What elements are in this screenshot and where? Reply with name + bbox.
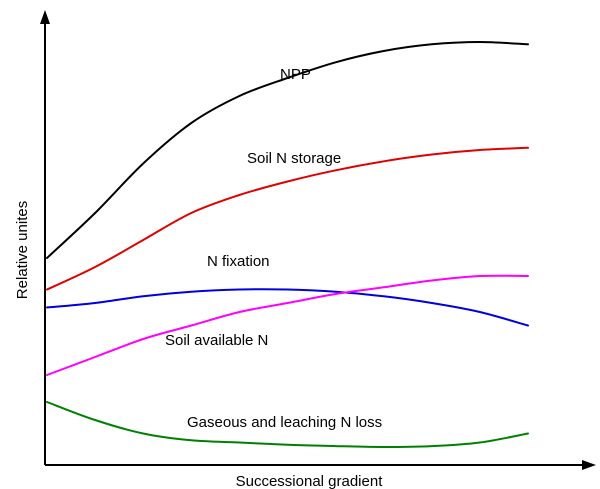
y-axis-label: Relative unites [14, 201, 31, 299]
series-label-npp: NPP [280, 66, 311, 83]
series-line-soil-available-n [46, 274, 529, 376]
series-layer [46, 41, 529, 448]
series-label-gaseous-leaching-n-loss: Gaseous and leaching N loss [187, 414, 382, 431]
y-axis-arrowhead [40, 10, 50, 24]
series-label-soil-available-n: Soil available N [165, 332, 268, 349]
series-line-npp [46, 41, 529, 259]
series-line-n-fixation [46, 288, 529, 327]
series-label-soil-n-storage: Soil N storage [247, 150, 341, 167]
series-line-gaseous-and-leaching-n-loss [46, 401, 529, 448]
x-axis-label: Successional gradient [236, 473, 384, 489]
series-label-n-fixation: N fixation [207, 253, 270, 270]
x-axis-arrowhead [582, 460, 596, 470]
series-line-soil-n-storage [46, 146, 529, 291]
